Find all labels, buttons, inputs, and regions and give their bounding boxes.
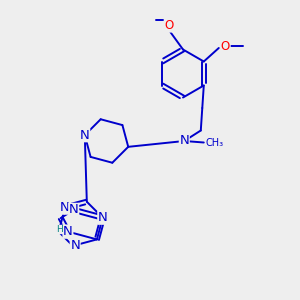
- Text: O: O: [164, 19, 173, 32]
- Text: N: N: [70, 239, 80, 252]
- Text: CH₃: CH₃: [205, 137, 224, 148]
- Text: N: N: [80, 129, 90, 142]
- Text: O: O: [221, 40, 230, 53]
- Text: N: N: [63, 225, 73, 238]
- Text: N: N: [60, 201, 70, 214]
- Text: H: H: [56, 225, 63, 234]
- Text: N: N: [98, 211, 108, 224]
- Text: N: N: [69, 203, 79, 216]
- Text: N: N: [179, 134, 189, 148]
